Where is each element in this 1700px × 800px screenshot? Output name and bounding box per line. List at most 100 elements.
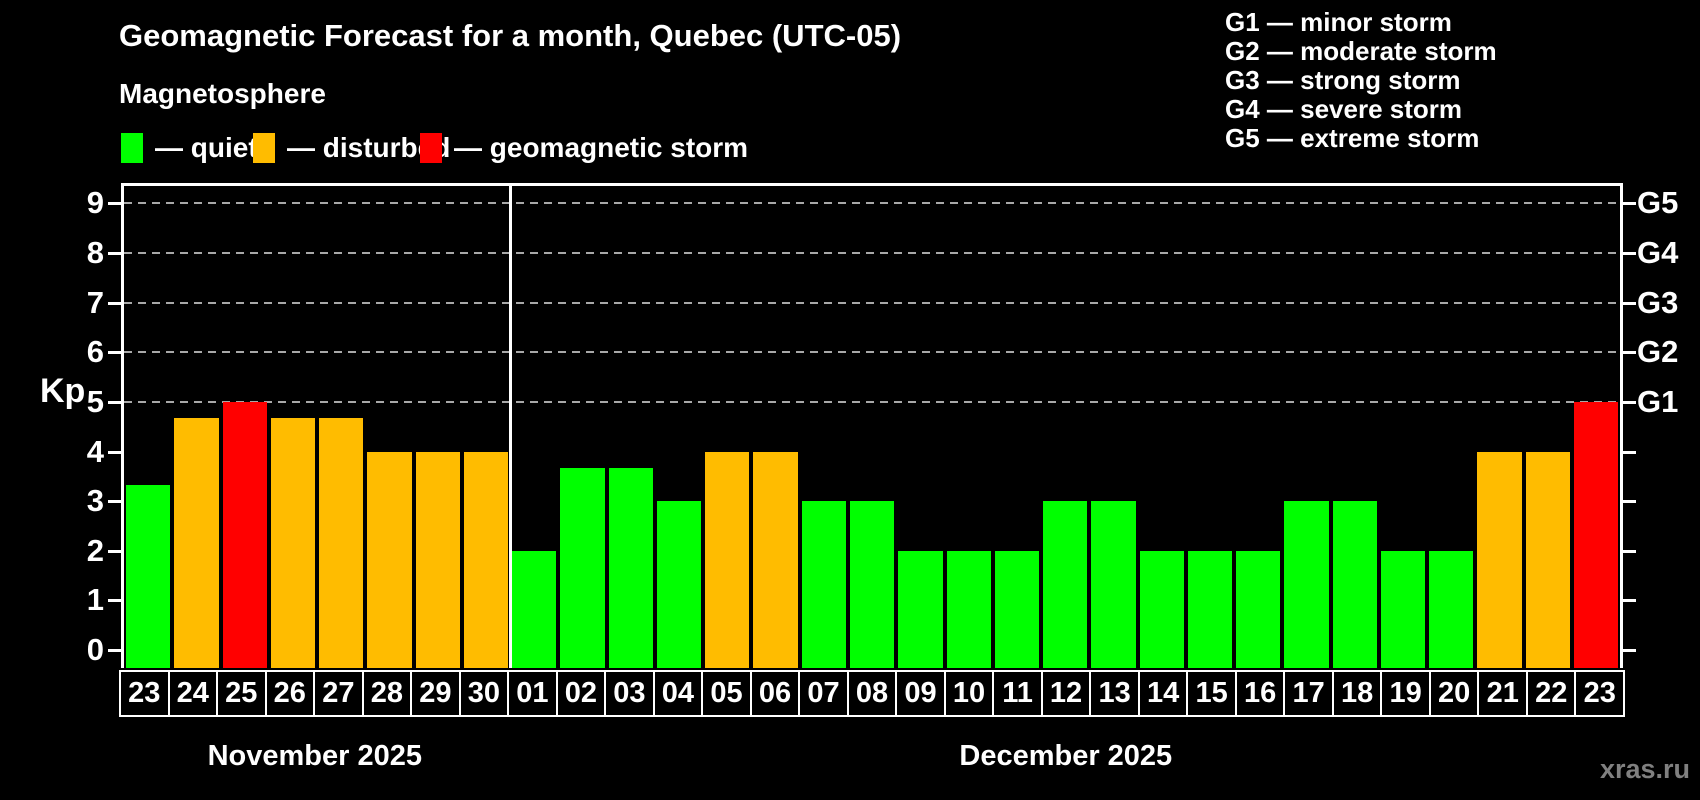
day-label-november-27: 27 bbox=[313, 670, 364, 717]
bar-cell-december-15 bbox=[1186, 186, 1234, 668]
day-label-december-22: 22 bbox=[1525, 670, 1577, 717]
bar-cell-december-21 bbox=[1475, 186, 1523, 668]
day-label-december-02: 02 bbox=[555, 670, 607, 717]
bar-cell-december-19 bbox=[1379, 186, 1427, 668]
g3-legend-line: G3 — strong storm bbox=[1225, 65, 1461, 95]
bar-december-22 bbox=[1525, 451, 1570, 668]
y-tick-label-1: 1 bbox=[86, 582, 104, 618]
bar-november-29 bbox=[415, 451, 460, 668]
left-axis-tick-1 bbox=[108, 599, 121, 603]
bar-december-07 bbox=[801, 501, 846, 668]
disturbed-color-swatch-icon bbox=[253, 133, 275, 163]
legend-quiet-label: — quiet bbox=[155, 132, 258, 163]
bar-cell-december-05 bbox=[703, 186, 751, 668]
day-label-november-24: 24 bbox=[167, 670, 219, 717]
gridline-kp-9 bbox=[124, 202, 1620, 205]
bar-cell-november-30 bbox=[462, 186, 510, 668]
y-tick-label-8: 8 bbox=[86, 235, 104, 270]
y-tick-label-7: 7 bbox=[86, 284, 104, 320]
bar-december-13 bbox=[1091, 501, 1136, 668]
left-axis-tick-3 bbox=[108, 500, 121, 504]
g1-legend-line: G1 — minor storm bbox=[1225, 7, 1452, 37]
right-axis-label-g4: G4 bbox=[1637, 235, 1679, 270]
day-label-november-29: 29 bbox=[410, 670, 461, 717]
bar-december-17 bbox=[1284, 501, 1329, 668]
left-axis-tick-4 bbox=[108, 450, 121, 454]
bar-cell-november-24 bbox=[172, 186, 220, 668]
gridline-kp-6 bbox=[124, 351, 1620, 354]
right-axis-tick-3 bbox=[1623, 500, 1636, 504]
left-axis-tick-0 bbox=[108, 649, 121, 653]
bar-december-09 bbox=[898, 550, 943, 668]
bar-november-23 bbox=[126, 484, 171, 668]
day-label-december-19: 19 bbox=[1380, 670, 1431, 717]
bar-cell-december-10 bbox=[945, 186, 993, 668]
right-axis-label-g2: G2 bbox=[1637, 334, 1679, 370]
magnetosphere-label: Magnetosphere bbox=[119, 78, 326, 109]
bar-december-03 bbox=[608, 467, 653, 668]
bar-cell-november-26 bbox=[269, 186, 317, 668]
day-label-december-09: 09 bbox=[895, 670, 946, 717]
bar-cell-december-17 bbox=[1282, 186, 1330, 668]
storm-color-swatch-icon bbox=[420, 133, 442, 163]
day-label-december-01: 01 bbox=[507, 670, 558, 717]
g2-legend-line: G2 — moderate storm bbox=[1225, 36, 1497, 66]
bar-november-27 bbox=[319, 418, 364, 668]
day-label-december-06: 06 bbox=[749, 670, 801, 717]
right-axis-label-g5: G5 bbox=[1637, 185, 1679, 221]
bar-december-16 bbox=[1236, 550, 1281, 668]
bar-november-30 bbox=[463, 451, 509, 668]
page-title: Geomagnetic Forecast for a month, Quebec… bbox=[119, 18, 902, 53]
bar-cell-november-23 bbox=[124, 186, 172, 668]
g4-legend-line: G4 — severe storm bbox=[1225, 94, 1463, 124]
bar-december-01 bbox=[512, 550, 557, 668]
left-axis-tick-5 bbox=[108, 400, 121, 404]
y-tick-label-2: 2 bbox=[86, 532, 104, 568]
day-label-november-28: 28 bbox=[361, 670, 413, 717]
bar-cell-december-08 bbox=[848, 186, 896, 668]
bar-cell-december-14 bbox=[1138, 186, 1186, 668]
day-label-december-16: 16 bbox=[1234, 670, 1286, 717]
bar-december-18 bbox=[1332, 501, 1377, 668]
right-axis-tick-1 bbox=[1623, 599, 1636, 603]
gridline-kp-7 bbox=[124, 301, 1620, 304]
bar-cell-december-18 bbox=[1331, 186, 1379, 668]
day-label-december-20: 20 bbox=[1428, 670, 1480, 717]
bar-november-25 bbox=[222, 401, 267, 668]
day-label-november-30: 30 bbox=[458, 670, 510, 717]
y-tick-label-3: 3 bbox=[86, 483, 104, 519]
y-tick-label-0: 0 bbox=[86, 632, 104, 668]
bar-cell-november-27 bbox=[317, 186, 365, 668]
bar-december-23 bbox=[1573, 401, 1619, 668]
left-axis-tick-6 bbox=[108, 351, 121, 355]
right-axis-tick-5 bbox=[1623, 400, 1636, 404]
bar-cell-december-12 bbox=[1041, 186, 1089, 668]
bar-cell-november-28 bbox=[365, 186, 413, 668]
day-label-december-12: 12 bbox=[1040, 670, 1092, 717]
y-tick-label-4: 4 bbox=[86, 433, 104, 469]
bar-cell-december-01 bbox=[510, 186, 558, 668]
right-axis-tick-7 bbox=[1623, 301, 1636, 305]
day-label-december-05: 05 bbox=[701, 670, 752, 717]
day-label-december-08: 08 bbox=[846, 670, 898, 717]
bar-cell-december-16 bbox=[1234, 186, 1282, 668]
y-tick-label-9: 9 bbox=[86, 185, 104, 221]
bar-cell-december-06 bbox=[751, 186, 799, 668]
day-label-november-23: 23 bbox=[119, 670, 170, 717]
gridline-kp-5 bbox=[124, 400, 1620, 403]
y-tick-label-6: 6 bbox=[86, 334, 104, 370]
bar-november-24 bbox=[174, 418, 219, 668]
x-axis-day-labels: 23 24 25 26 27 28 29 30 01 02 03 04 05 06 07 08 09 10 11 12… bbox=[119, 670, 1625, 717]
bar-december-15 bbox=[1187, 550, 1233, 668]
day-label-december-23: 23 bbox=[1574, 670, 1625, 717]
bar-cell-december-22 bbox=[1524, 186, 1572, 668]
month-label-november: November 2025 bbox=[207, 740, 422, 772]
bar-cell-december-03 bbox=[607, 186, 655, 668]
bar-december-06 bbox=[753, 451, 798, 668]
right-axis-tick-0 bbox=[1623, 649, 1636, 653]
bar-cell-december-13 bbox=[1089, 186, 1137, 668]
day-label-december-03: 03 bbox=[604, 670, 655, 717]
bar-cell-november-25 bbox=[221, 186, 269, 668]
legend-item-storm: — geomagnetic storm bbox=[420, 132, 748, 164]
